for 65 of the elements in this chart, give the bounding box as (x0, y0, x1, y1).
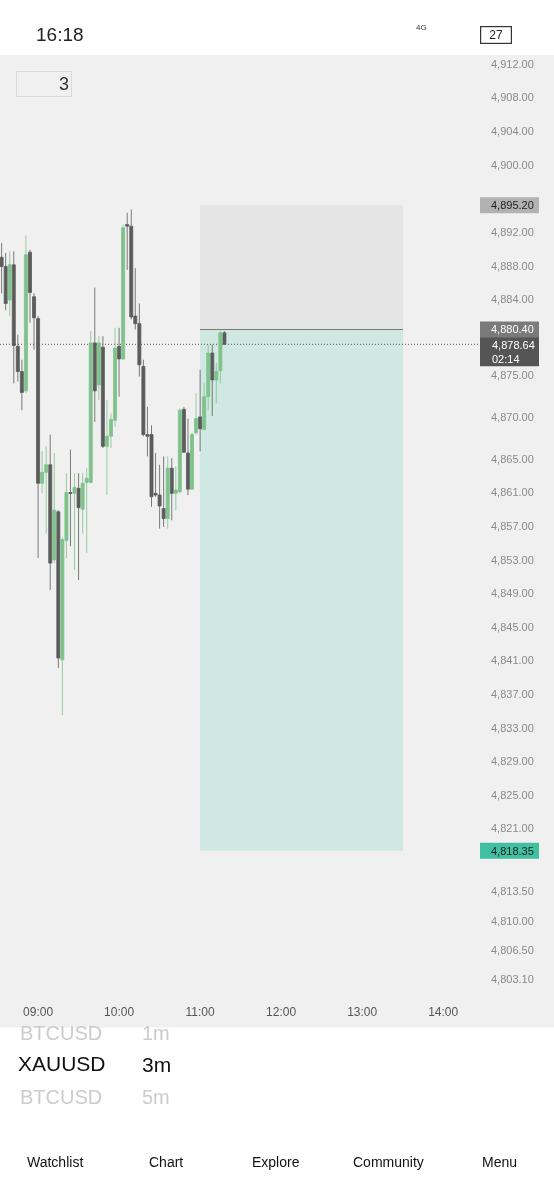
text: XAUUSD (18, 1052, 106, 1076)
x-tick-label: 14:00 (428, 1005, 459, 1019)
candlestick (161, 455, 166, 528)
y-tick-label: 4,813.50 (491, 885, 534, 898)
x-tick-label: 12:00 (266, 1005, 297, 1019)
text: Watchlist (27, 1154, 84, 1170)
y-tick-label: 4,861.00 (491, 486, 534, 499)
y-tick-label: 4,810.00 (491, 914, 534, 927)
y-tick-label: 4,806.50 (491, 944, 534, 957)
x-tick-label: 09:00 (23, 1005, 54, 1019)
candlestick (72, 472, 77, 571)
y-tick-label: 4,892.00 (491, 225, 534, 238)
y-tick-label: 4,884.00 (491, 293, 534, 306)
text: Community (353, 1154, 424, 1170)
candlestick (105, 399, 109, 496)
candlestick (11, 250, 16, 384)
candlestick (76, 472, 81, 581)
candlestick (7, 250, 12, 317)
y-tick-label: 4,895.20 (491, 199, 534, 212)
y-tick-label: 4,829.00 (491, 755, 534, 768)
y-tick-label: 4,875.00 (491, 368, 534, 381)
y-tick-label: 4,803.10 (491, 972, 534, 985)
candlestick (48, 434, 53, 591)
candlestick (52, 452, 57, 564)
candlestick (210, 344, 215, 417)
candlestick (92, 287, 97, 423)
candlestick (44, 445, 49, 535)
y-tick-label: 4,870.00 (491, 410, 534, 423)
candlestick (24, 235, 28, 394)
text: Chart (149, 1154, 184, 1170)
y-tick-label: 4,888.00 (491, 259, 534, 272)
y-tick-label: 4,845.00 (491, 620, 534, 633)
candlestick (68, 449, 73, 547)
y-tick-label: 4,857.00 (491, 519, 534, 532)
candlestick (198, 369, 203, 452)
x-tick-label: 11:00 (185, 1005, 215, 1019)
text: Menu (482, 1154, 518, 1170)
candlestick (169, 457, 174, 521)
y-tick-label: 4,904.00 (491, 125, 534, 138)
y-tick-label: 4,900.00 (491, 158, 534, 171)
text: 3m (142, 1053, 172, 1076)
text: Explore (252, 1154, 300, 1170)
y-tick-label: 4,833.00 (491, 721, 534, 734)
candlestick (165, 455, 170, 530)
candlestick (121, 224, 126, 361)
candlestick (56, 509, 61, 669)
y-tick-label: 4,849.00 (491, 587, 534, 600)
text: 16:18 (36, 24, 84, 45)
y-tick-label: 4,853.00 (491, 553, 534, 566)
y-tick-label: 4,837.00 (491, 688, 534, 701)
text: 4G (416, 23, 427, 32)
y-tick-label: 4,880.40 (491, 323, 534, 336)
y-tick-label: 4,908.00 (491, 91, 534, 104)
y-tick-label: 4,841.00 (491, 654, 534, 667)
y-tick-label: 4,821.00 (491, 822, 534, 835)
x-tick-label: 13:00 (347, 1005, 378, 1019)
y-tick-label: 4,865.00 (491, 452, 534, 465)
candlestick (96, 335, 101, 401)
text: 27 (489, 28, 504, 43)
annotation: 3 (58, 74, 69, 94)
y-tick-label: 4,818.35 (491, 844, 534, 857)
y-tick-label: 4,825.00 (491, 788, 534, 801)
x-tick-label: 10:00 (104, 1005, 135, 1019)
ref-line-label: 4,878.64 02:14 (492, 339, 535, 366)
y-tick-label: 4,912.00 (491, 57, 534, 70)
